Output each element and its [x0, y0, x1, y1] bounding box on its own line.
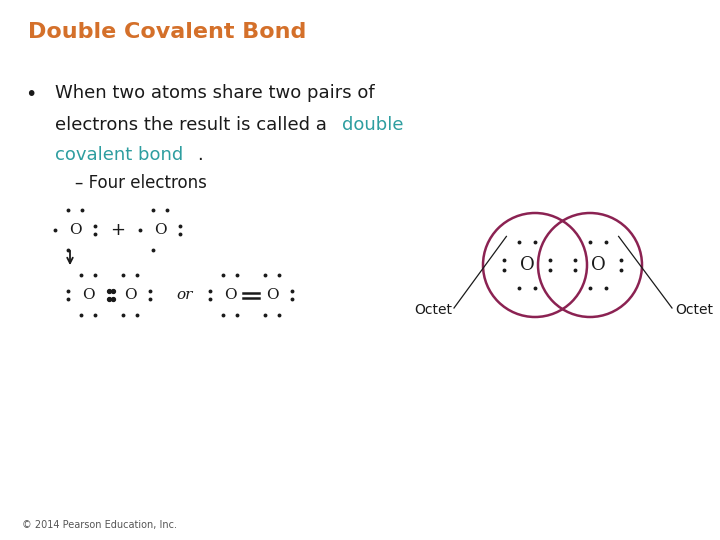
Text: •: • [25, 85, 37, 104]
Text: O: O [590, 256, 606, 274]
Text: O: O [81, 288, 94, 302]
Text: Octet: Octet [675, 303, 713, 317]
Text: © 2014 Pearson Education, Inc.: © 2014 Pearson Education, Inc. [22, 520, 177, 530]
Text: Double Covalent Bond: Double Covalent Bond [28, 22, 307, 42]
Text: O: O [224, 288, 236, 302]
Text: electrons the result is called a: electrons the result is called a [55, 116, 333, 134]
Text: or: or [177, 288, 193, 302]
Text: Octet: Octet [414, 303, 452, 317]
Text: – Four electrons: – Four electrons [75, 174, 207, 192]
Text: O: O [68, 223, 81, 237]
Text: .: . [197, 146, 203, 164]
Text: O: O [153, 223, 166, 237]
Text: +: + [110, 221, 125, 239]
Text: O: O [266, 288, 279, 302]
Text: double: double [342, 116, 403, 134]
Text: O: O [520, 256, 534, 274]
Text: covalent bond: covalent bond [55, 146, 184, 164]
Text: When two atoms share two pairs of: When two atoms share two pairs of [55, 84, 374, 102]
Text: O: O [124, 288, 136, 302]
